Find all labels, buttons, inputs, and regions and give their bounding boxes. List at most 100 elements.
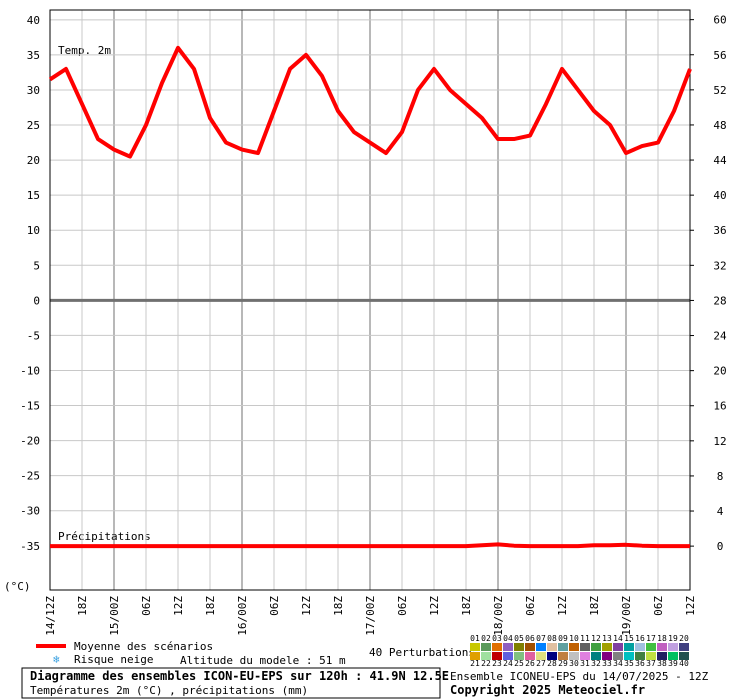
perturbation-label: 01: [470, 634, 480, 643]
perturbation-label: 09: [558, 634, 568, 643]
perturbation-swatch: [668, 643, 678, 651]
precip-line: [50, 542, 690, 549]
perturbation-label: 25: [514, 659, 524, 668]
perturbation-label: 32: [591, 659, 601, 668]
y2-tick-label: 44: [713, 154, 727, 167]
y2-tick-label: 32: [713, 259, 726, 272]
perturbation-swatch: [569, 652, 579, 660]
x-tick-label: 14/12Z: [44, 596, 57, 636]
x-tick-label: 18Z: [460, 596, 473, 616]
y-tick-label: -5: [27, 329, 40, 342]
perturbation-label: 07: [536, 634, 546, 643]
perturbation-swatch: [635, 652, 645, 660]
perturbation-swatch: [646, 652, 656, 660]
y-tick-label: 30: [27, 84, 40, 97]
x-tick-label: 06Z: [652, 596, 665, 616]
perturbation-label: 08: [547, 634, 557, 643]
perturbation-label: 20: [679, 634, 689, 643]
perturbation-swatch: [635, 643, 645, 651]
y2-tick-label: 8: [717, 470, 724, 483]
perturbation-label: 39: [668, 659, 678, 668]
y-tick-label: 40: [27, 14, 40, 27]
y-tick-label: -15: [20, 400, 40, 413]
y2-tick-label: 0: [717, 540, 724, 553]
y2-tick-label: 40: [713, 189, 726, 202]
perturbation-label: 27: [536, 659, 546, 668]
perturbation-swatch: [646, 643, 656, 651]
perturbation-label: 03: [492, 634, 502, 643]
perturbation-swatch: [470, 652, 480, 660]
x-tick-label: 06Z: [268, 596, 281, 616]
perturbation-swatch: [536, 643, 546, 651]
y-tick-label: 20: [27, 154, 40, 167]
perturbation-swatch: [679, 643, 689, 651]
y-tick-label: 25: [27, 119, 40, 132]
run-info: Ensemble ICONEU-EPS du 14/07/2025 - 12Z: [450, 670, 709, 683]
perturbation-label: 04: [503, 634, 513, 643]
y2-tick-label: 4: [717, 505, 724, 518]
perturbation-label: 14: [613, 634, 623, 643]
x-tick-label: 18Z: [332, 596, 345, 616]
perturbation-swatch: [679, 652, 689, 660]
perturbation-swatch: [591, 643, 601, 651]
y2-tick-label: 52: [713, 84, 726, 97]
perturbation-label: 13: [602, 634, 612, 643]
perturbation-label: 28: [547, 659, 557, 668]
x-tick-label: 18Z: [76, 596, 89, 616]
perturbation-label: 10: [569, 634, 579, 643]
chart-title: Diagramme des ensembles ICON-EU-EPS sur …: [30, 669, 449, 683]
y2-tick-label: 28: [713, 294, 726, 307]
perturbation-swatch: [613, 643, 623, 651]
perturbation-label: 24: [503, 659, 513, 668]
title-box: [21, 667, 441, 699]
perturbation-swatch: [481, 643, 491, 651]
perturbation-label: 17: [646, 634, 656, 643]
y2-tick-label: 36: [713, 224, 726, 237]
x-tick-label: 18Z: [204, 596, 217, 616]
perturbation-label: 38: [657, 659, 667, 668]
y-tick-label: -10: [20, 364, 40, 377]
altitude: Altitude du modele : 51 m: [180, 654, 346, 667]
perturbation-swatch: [492, 652, 502, 660]
perturbation-swatch: [580, 643, 590, 651]
perturbation-label: 37: [646, 659, 656, 668]
perturbation-label: 16: [635, 634, 645, 643]
precip-label: Précipitations: [58, 530, 151, 543]
perturbation-swatch: [514, 643, 524, 651]
x-tick-label: 18Z: [588, 596, 601, 616]
perturbation-swatch: [657, 652, 667, 660]
y-tick-label: 5: [33, 259, 40, 272]
perturbation-swatch: [503, 643, 513, 651]
y2-tick-label: 56: [713, 49, 726, 62]
perturbation-swatch: [558, 643, 568, 651]
x-tick-label: 19/00Z: [620, 596, 633, 636]
perturbation-swatch: [525, 652, 535, 660]
x-tick-label: 12Z: [300, 596, 313, 616]
perturbation-label: 15: [624, 634, 634, 643]
y-tick-label: 15: [27, 189, 40, 202]
perturbation-swatch: [591, 652, 601, 660]
x-tick-label: 06Z: [396, 596, 409, 616]
perturbation-swatch: [481, 652, 491, 660]
x-tick-label: 12Z: [172, 596, 185, 616]
perturbation-label: 29: [558, 659, 568, 668]
perturbation-label: 40: [679, 659, 689, 668]
x-tick-label: 15/00Z: [108, 596, 121, 636]
y2-tick-label: 24: [713, 330, 727, 343]
perturbation-swatch: [569, 643, 579, 651]
y2-tick-label: 16: [713, 400, 726, 413]
perturbation-label: 26: [525, 659, 535, 668]
perturbation-label: 05: [514, 634, 524, 643]
perturbation-label: 18: [657, 634, 667, 643]
temp-label: Temp. 2m: [58, 44, 111, 57]
perturbation-swatch: [547, 652, 557, 660]
perturbation-swatch: [558, 652, 568, 660]
perturbation-label: 31: [580, 659, 590, 668]
plot-frame: [49, 9, 691, 591]
perturbation-swatch: [580, 652, 590, 660]
perturbation-label: 23: [492, 659, 502, 668]
perturbation-label: 06: [525, 634, 535, 643]
legend-label: Moyenne des scénarios: [74, 640, 213, 653]
perturbation-swatch: [624, 643, 634, 651]
